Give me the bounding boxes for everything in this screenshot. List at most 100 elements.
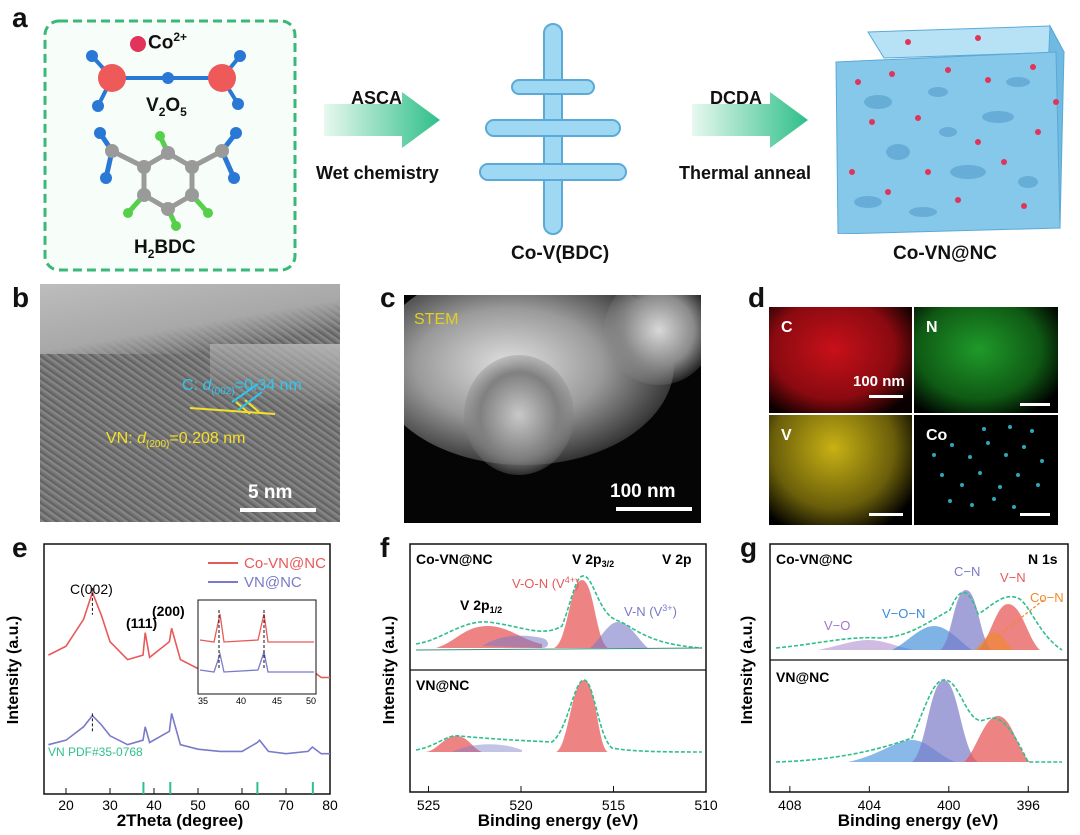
hrtem-scale-label: 5 nm (248, 482, 293, 503)
xrd-xtick-label: 40 (146, 797, 162, 813)
n1s-top-envelope (775, 591, 1063, 651)
v2p-sample-bottom: VN@NC (416, 677, 469, 693)
n1s-bottom-peak-3 (964, 716, 1030, 762)
eds-map-c-label: C (781, 319, 793, 336)
xrd-xlabel: 2Theta (degree) (117, 811, 244, 830)
n1s-bottom-peak-2 (912, 680, 978, 762)
v2p-top-peak-von (554, 580, 608, 648)
v2p-region-label: V 2p (662, 551, 692, 567)
arrow-2-icon (692, 92, 808, 148)
eds-map-n: N (914, 307, 1058, 413)
v2p-top-peak-p12b (482, 635, 548, 648)
v2p-top-peak-vn (590, 622, 648, 648)
n1s-top-peak-cn (940, 590, 992, 650)
xrd-xtick-label: 70 (278, 797, 294, 813)
xrd-inset-frame (197, 599, 317, 695)
annot-200: (200) (152, 603, 185, 619)
arrow-1-bottom-label: Wet chemistry (316, 163, 439, 183)
inset-tick: 40 (236, 696, 246, 706)
v2p-bottom-envelope (415, 679, 703, 753)
stem-scale-bar (616, 507, 692, 511)
c-d-spacing-label: C: d(002)=0.34 nm (182, 377, 302, 398)
v2o5-label: V2O5 (146, 95, 187, 119)
panel-label-f: f (380, 532, 390, 563)
xps-xtick-label: 404 (858, 797, 882, 813)
inset-tick: 45 (272, 696, 282, 706)
v2p-p32-label: V 2p3/2 (572, 551, 614, 569)
n1s-con-leader (997, 597, 1047, 637)
xps-xtick-label: 525 (417, 797, 441, 813)
panel-label-d: d (748, 282, 766, 313)
co-ion-label: Co2+ (148, 30, 188, 54)
eds-scale-bar (869, 513, 903, 516)
annot-c002: C(002) (70, 581, 113, 597)
n1s-region-label: N 1s (1028, 551, 1058, 567)
panel-label-g: g (740, 532, 758, 563)
arrow-1-icon (324, 92, 440, 148)
vn-d-spacing-label: VN: d(200)=0.208 nm (106, 430, 246, 451)
annot-111: (111) (126, 615, 157, 631)
stem-mode-label: STEM (414, 311, 459, 328)
arrow-2-top-label: DCDA (710, 88, 762, 108)
xrd-chart: 20 30 40 50 60 70 80 2Theta (degree) Intensity… (5, 543, 338, 830)
xrd-xtick-label: 80 (322, 797, 338, 813)
xps-v2p-chart: 525 520 515 510 Binding energy (eV) Intensi… (381, 543, 717, 830)
xrd-xtick-label: 20 (58, 797, 74, 813)
panel-label-b: b (12, 282, 30, 313)
xps-xtick-label: 515 (602, 797, 626, 813)
arrow-2-bottom-label: Thermal anneal (679, 163, 812, 183)
xrd-xtick-label: 50 (190, 797, 206, 813)
n1s-sample-bottom: VN@NC (776, 669, 829, 685)
panel-label-e: e (12, 532, 28, 563)
inset-line-co (199, 613, 314, 643)
n1s-top-peak-con (974, 632, 1014, 650)
xps-xtick-label: 396 (1017, 797, 1041, 813)
eds-map-n-label: N (926, 319, 938, 336)
eds-scale-label: 100 nm (853, 373, 905, 390)
eds-scale-bar (1020, 513, 1050, 516)
eds-map-co: Co (914, 415, 1058, 525)
xrd-series-line-1 (48, 713, 330, 755)
n1s-top-peak-vo (818, 640, 914, 650)
v2p-top-envelope (415, 575, 703, 649)
xrd-xtick-label: 30 (102, 797, 118, 813)
n1s-sample-top: Co-VN@NC (776, 551, 853, 567)
v2o5-molecule-icon (86, 50, 246, 112)
reference-label: VN PDF#35-0768 (48, 745, 143, 759)
panel-label-c: c (380, 282, 396, 313)
xps-xtick-label: 520 (509, 797, 533, 813)
v2p-von-label: V-O-N (V4+) (512, 575, 579, 591)
eds-map-v-label: V (781, 427, 792, 444)
eds-map-co-label: Co (926, 427, 948, 444)
v2p-bottom-peak-1 (426, 736, 482, 752)
h2bdc-label: H2BDC (134, 237, 196, 261)
xps-xtick-label: 400 (937, 797, 961, 813)
n1s-label-vo: V−O (824, 618, 850, 633)
v2p-ylabel: Intensity (a.u.) (381, 616, 398, 724)
co-ion-icon (130, 36, 146, 52)
xrd-plot-frame (43, 543, 331, 795)
intermediate-label: Co-V(BDC) (511, 243, 610, 264)
n1s-plot-frame (769, 543, 1069, 793)
xps-xtick-label: 408 (778, 797, 802, 813)
product-label: Co-VN@NC (893, 243, 998, 264)
xps-n1s-chart: 408 404 400 396 Binding energy (eV) Intensi… (739, 543, 1069, 830)
n1s-label-con: Co−N (1030, 590, 1064, 605)
eds-scale-bar (869, 395, 903, 398)
v2p-p12-label: V 2p1/2 (460, 597, 502, 615)
inset-tick: 35 (198, 696, 208, 706)
xps-xtick-label: 510 (694, 797, 717, 813)
hrtem-image: C: d(002)=0.34 nm VN: d(200)=0.208 nm 5 … (40, 284, 340, 522)
v2p-sample-top: Co-VN@NC (416, 551, 493, 567)
v2p-xlabel: Binding energy (eV) (478, 811, 639, 830)
stem-image: STEM 100 nm (404, 295, 701, 523)
arrow-1-top-label: ASCA (351, 88, 403, 108)
h2bdc-molecule-icon (94, 127, 242, 231)
n1s-label-vn: V−N (1000, 570, 1026, 585)
eds-map-c: C 100 nm (769, 307, 912, 413)
cov-bdc-rods-icon (479, 23, 627, 235)
n1s-label-cn: C−N (954, 564, 980, 579)
v2p-top-baseline (415, 647, 703, 651)
v2p-bottom-peak-2 (452, 744, 522, 752)
xrd-xtick-label: 60 (234, 797, 250, 813)
